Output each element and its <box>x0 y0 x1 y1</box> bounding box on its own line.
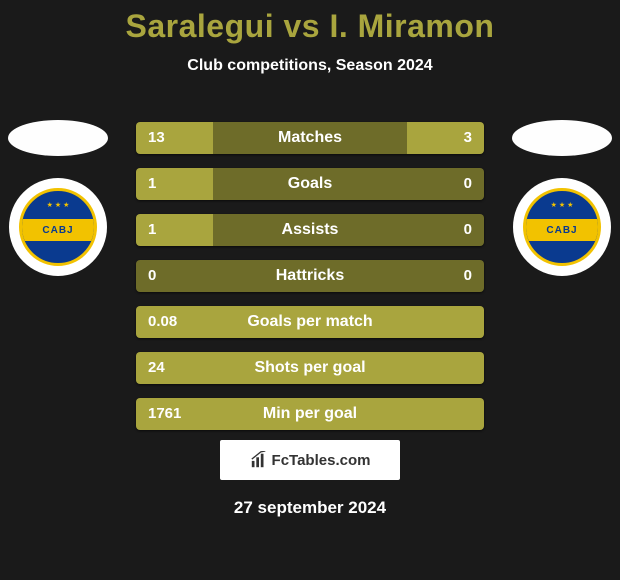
stats-bars: 13Matches3 1Goals0 1Assists0 0Hattricks0 0.0… <box>136 122 484 444</box>
date-label: 27 september 2024 <box>0 498 620 518</box>
stat-row: 13Matches3 <box>136 122 484 154</box>
stat-row: 0Hattricks0 <box>136 260 484 292</box>
left-club-badge: ★ ★ ★ CABJ <box>11 180 105 274</box>
stat-row: 24Shots per goal <box>136 352 484 384</box>
fctables-badge[interactable]: FcTables.com <box>220 440 400 480</box>
stat-row: 0.08Goals per match <box>136 306 484 338</box>
page-subtitle: Club competitions, Season 2024 <box>0 57 620 75</box>
chart-icon <box>250 451 268 469</box>
stat-row: 1761Min per goal <box>136 398 484 430</box>
left-club-text: CABJ <box>42 225 73 236</box>
right-club-badge: ★ ★ ★ CABJ <box>515 180 609 274</box>
page-title: Saralegui vs I. Miramon <box>0 0 620 45</box>
left-player-ellipse <box>8 120 108 156</box>
stat-row: 1Goals0 <box>136 168 484 200</box>
right-player-ellipse <box>512 120 612 156</box>
fctables-label: FcTables.com <box>272 452 371 469</box>
stat-row: 1Assists0 <box>136 214 484 246</box>
right-player-column: ★ ★ ★ CABJ <box>512 120 612 274</box>
right-club-text: CABJ <box>546 225 577 236</box>
left-player-column: ★ ★ ★ CABJ <box>8 120 108 274</box>
